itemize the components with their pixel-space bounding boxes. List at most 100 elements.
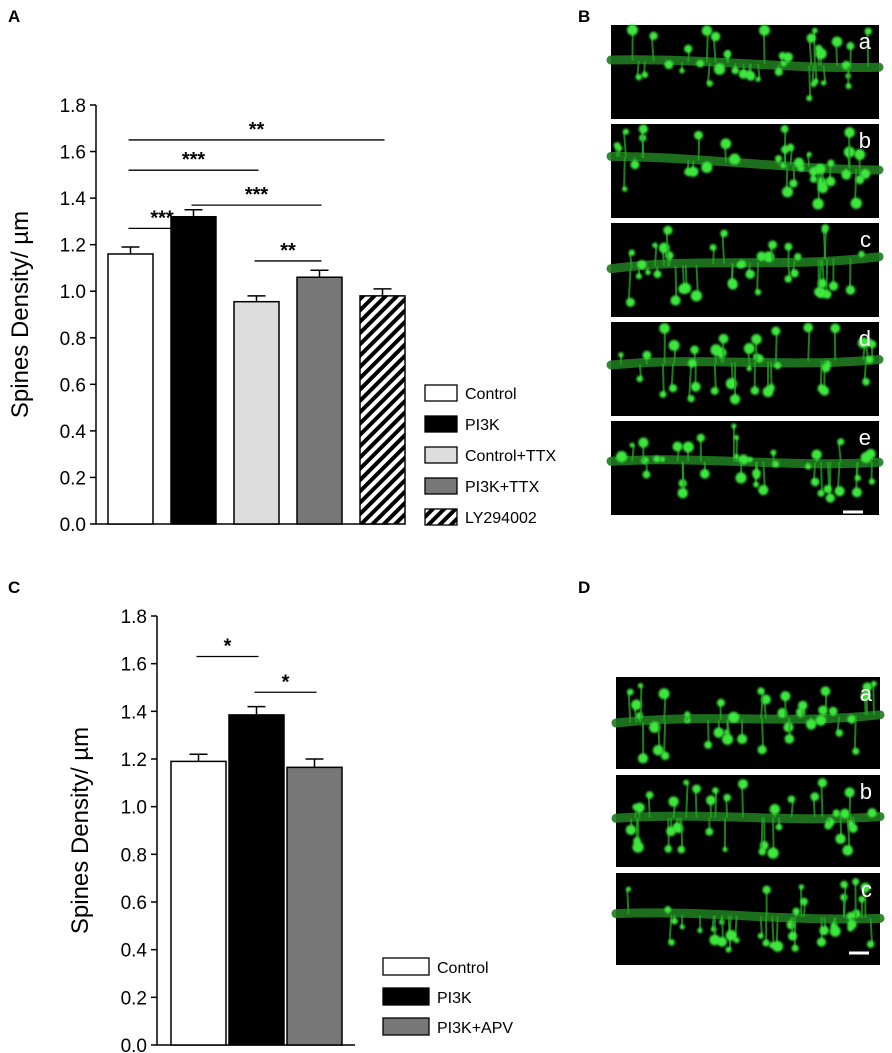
spine-head (723, 793, 732, 802)
legend-swatch (382, 957, 430, 976)
spine-head (712, 787, 719, 794)
spine-neck (654, 245, 658, 267)
spine-neck (759, 916, 763, 936)
spine-head (757, 687, 765, 695)
spine-head (775, 155, 783, 163)
spine-head (638, 437, 649, 448)
spine-head (652, 744, 664, 756)
spine-head (806, 33, 817, 43)
spine-head (840, 880, 848, 889)
spine-head (759, 24, 770, 36)
bar-pi3k-ttx (296, 276, 343, 525)
spine-head (731, 423, 737, 429)
spine-neck (757, 63, 761, 80)
spine-head (682, 441, 694, 453)
legend-entry: PI3K+TTX (465, 479, 540, 496)
spine-head (828, 281, 839, 291)
spine-neck (627, 691, 632, 723)
y-axis-label: Spines Density/ µm (7, 211, 34, 418)
spine-head (817, 489, 825, 497)
spine-head (774, 67, 783, 76)
micrographs-d: a b c (611, 677, 885, 965)
spine-head (679, 924, 685, 930)
spine-head (718, 333, 729, 344)
spine-head (787, 795, 796, 803)
y-tick-label: 1.6 (60, 143, 86, 164)
spine-neck (670, 363, 675, 389)
spine-head (758, 847, 767, 856)
spine-head (706, 80, 713, 87)
spine-head (794, 253, 802, 261)
spine-head (752, 468, 761, 478)
spine-neck (772, 817, 775, 854)
spine-neck (870, 462, 873, 482)
bar-pi3k-apv (286, 766, 343, 1046)
spine-head (847, 715, 856, 724)
spine-head (613, 142, 621, 149)
spine-neck (707, 720, 710, 745)
spine-neck (623, 157, 626, 190)
spine-head (845, 285, 856, 295)
spine-head (817, 278, 827, 289)
spine-head (864, 27, 872, 36)
spine-neck (808, 38, 813, 66)
spine-neck (863, 359, 868, 382)
spine-head (622, 186, 628, 192)
spine-head (791, 944, 799, 952)
spine-head (827, 159, 835, 167)
spine-neck (681, 461, 685, 494)
spine-head (668, 938, 675, 946)
spine-head (814, 163, 826, 175)
spine-head (860, 690, 871, 701)
spine-head (713, 727, 725, 738)
spine-head (803, 322, 814, 333)
spine-head (825, 176, 836, 187)
spine-head (784, 242, 793, 251)
spine-head (823, 484, 832, 494)
spine-neck (694, 788, 698, 818)
y-tick-label: 0.4 (60, 422, 87, 443)
spine-head (642, 470, 651, 479)
spine-head (729, 153, 741, 165)
b-image-d (611, 322, 879, 416)
bar-control (107, 253, 154, 525)
spine-head (684, 44, 693, 54)
spine-head (663, 225, 673, 235)
spine-neck (721, 233, 726, 264)
spine-head (835, 729, 844, 737)
y-tick-label: 0.2 (60, 468, 86, 489)
image-label: c (860, 227, 871, 252)
spine-neck (822, 65, 827, 84)
spine-head (778, 52, 787, 60)
spine-head (756, 251, 767, 261)
spine-head (819, 925, 829, 936)
spine-head (709, 244, 717, 251)
spine-head (840, 808, 850, 819)
y-tick-label: 1.2 (121, 750, 147, 771)
spine-head (865, 355, 874, 364)
panel-letter-b: B (578, 7, 590, 26)
significance-label: * (224, 636, 232, 658)
spine-neck (627, 267, 632, 303)
spine-neck (639, 685, 643, 723)
spine-head (846, 911, 855, 920)
spine-head (865, 448, 876, 459)
spine-head (668, 340, 680, 351)
spine-head (737, 779, 749, 790)
spine-head (705, 795, 716, 806)
spine-head (790, 269, 799, 278)
spine-head (770, 449, 777, 456)
y-tick-label: 0.8 (60, 329, 86, 350)
spine-neck (668, 914, 673, 943)
spine-head (780, 60, 787, 67)
spine-head (729, 394, 741, 405)
spine-neck (641, 128, 645, 159)
spine-head (831, 36, 843, 48)
spine-neck (661, 363, 665, 395)
legend-entry: PI3K+APV (437, 1020, 513, 1037)
spine-neck (769, 361, 773, 388)
spine-head (768, 240, 778, 250)
spine-head (848, 823, 858, 833)
spine-head (725, 946, 732, 953)
y-tick-label: 1.0 (60, 282, 86, 303)
